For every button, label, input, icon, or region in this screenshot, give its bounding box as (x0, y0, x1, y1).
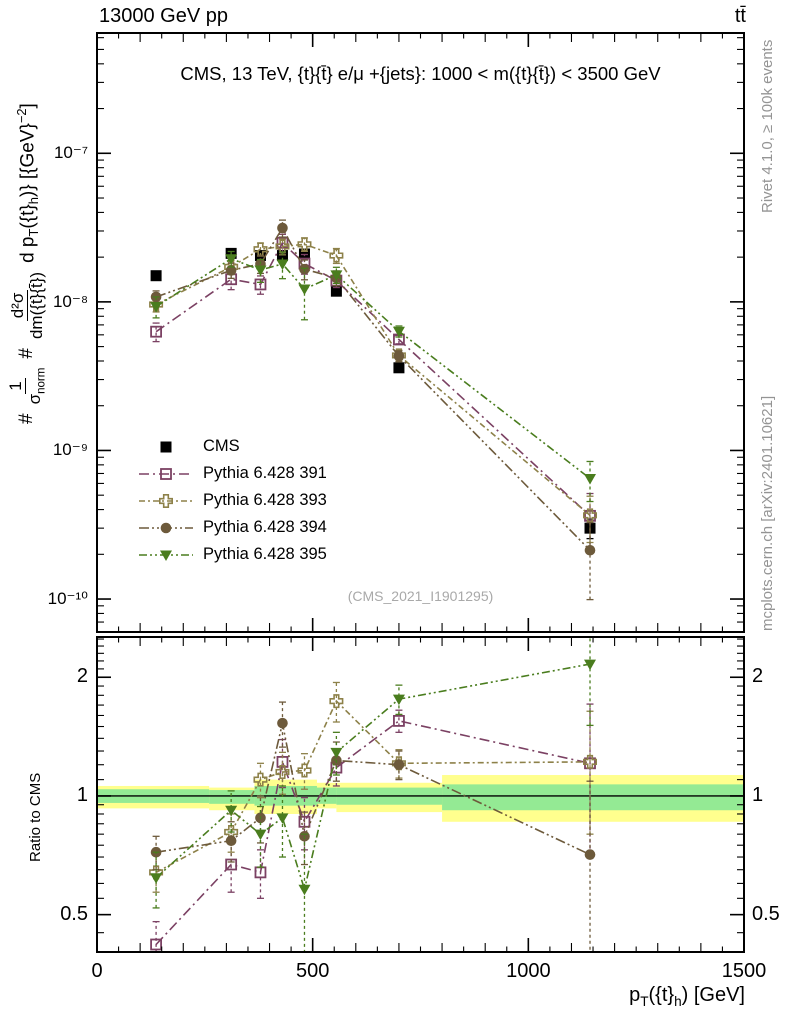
band-inner (442, 784, 744, 811)
legend-label: Pythia 6.428 391 (203, 464, 327, 482)
panel-title: CMS, 13 TeV, {t}{t̄} e/μ +{jets}: 1000 <… (180, 63, 661, 84)
legend: CMS Pythia 6.428 391 Pythia 6.428 393 Pythi… (138, 433, 327, 568)
legend-label: Pythia 6.428 393 (203, 491, 327, 509)
ylabel-hash1: # (16, 413, 38, 424)
ratio-y-tick-label-left: 1 (76, 783, 88, 806)
series-line (155, 241, 591, 517)
ylabel-frac-norm: 1 σnorm (6, 367, 48, 405)
ratio-y-tick-label-left: 2 (76, 665, 88, 688)
series-ratio-pythia-6.428-395 (150, 637, 597, 952)
legend-item-cms: CMS (138, 433, 327, 460)
main-y-tick-label: 10⁻⁹ (52, 440, 88, 460)
analysis-watermark: (CMS_2021_I1901295) (347, 588, 494, 604)
legend-item-pythia-6.428-391: Pythia 6.428 391 (138, 460, 327, 487)
legend-item-pythia-6.428-394: Pythia 6.428 394 (138, 514, 327, 541)
legend-label: CMS (203, 437, 240, 455)
series-line (155, 663, 591, 893)
series-main-pythia-6.428-394 (150, 219, 596, 601)
series-line (155, 699, 591, 874)
ratio-uncertainty-bands (97, 775, 744, 822)
legend-marker-icon (160, 441, 172, 452)
ratio-y-tick-label-right: 1 (752, 783, 764, 806)
series-line (155, 722, 591, 856)
series-line (155, 226, 591, 551)
x-tick-label: 1000 (506, 960, 551, 982)
ylabel-hash2: # (16, 348, 38, 359)
ratio-y-tick-label-left: 0.5 (60, 902, 88, 925)
series-line (155, 257, 591, 480)
process-label: tt̄ (734, 5, 746, 27)
main-y-tick-label: 10⁻¹⁰ (47, 589, 88, 609)
x-tick-label: 1500 (721, 960, 767, 982)
legend-label: Pythia 6.428 394 (203, 518, 327, 536)
x-tick-label: 500 (295, 960, 330, 982)
legend-label: Pythia 6.428 395 (203, 545, 327, 563)
legend-item-pythia-6.428-393: Pythia 6.428 393 (138, 487, 327, 514)
ylabel-tail: d pT({t}h)} [{GeV}−2] (13, 103, 41, 263)
main-y-tick-label: 10⁻⁸ (52, 291, 88, 311)
ratio-y-tick-label-right: 0.5 (752, 902, 780, 925)
legend-marker-icon (139, 493, 193, 508)
series-line (155, 720, 591, 946)
legend-marker-icon (139, 467, 193, 480)
legend-item-pythia-6.428-395: Pythia 6.428 395 (138, 541, 327, 568)
mcplots-attribution-note: mcplots.cern.ch [arXiv:2401.10621] (759, 395, 776, 631)
x-tick-label: 0 (91, 960, 103, 982)
series-ratio-pythia-6.428-391 (150, 703, 596, 952)
series-main-pythia-6.428-395 (150, 250, 597, 503)
rivet-version-note: Rivet 4.1.0, ≥ 100k events (759, 39, 776, 213)
x-axis-title: pT({t}h) [GeV] (629, 984, 745, 1009)
legend-marker-icon (139, 522, 193, 533)
legend-marker-icon (139, 550, 193, 561)
ratio-y-tick-label-right: 2 (752, 665, 764, 688)
beam-energy-label: 13000 GeV pp (99, 5, 228, 27)
main-y-tick-label: 10⁻⁷ (53, 143, 88, 163)
band-inner (209, 790, 255, 804)
